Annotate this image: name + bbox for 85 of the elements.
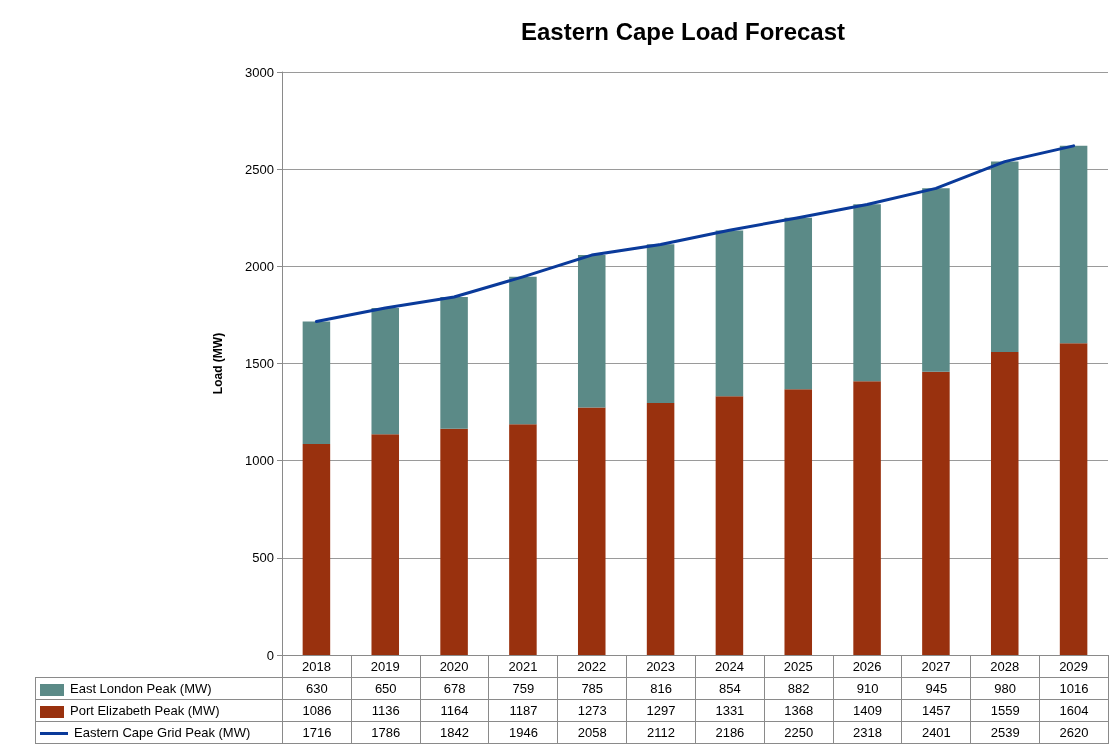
data-label: 1297 [626, 699, 696, 722]
bar [990, 352, 1019, 655]
bar [922, 188, 950, 372]
x-tick-label: 2025 [783, 659, 813, 674]
x-tick-label: 2028 [990, 659, 1020, 674]
data-label: 650 [351, 677, 421, 700]
x-tick-label: 2022 [577, 659, 607, 674]
x-tick-label: 2027 [921, 659, 951, 674]
data-label: 1187 [488, 699, 558, 722]
bar [1059, 343, 1088, 655]
data-label: 2318 [833, 721, 902, 744]
bar [784, 389, 813, 655]
bar [784, 217, 813, 390]
data-label: 2186 [695, 721, 765, 744]
data-label: 945 [901, 677, 971, 700]
data-label: 1716 [282, 721, 352, 744]
bar [715, 230, 744, 397]
bar [509, 424, 537, 655]
bar [577, 255, 606, 408]
data-label: 2058 [557, 721, 627, 744]
x-tick-label: 2023 [646, 659, 676, 674]
y-axis-title: Load (MW) [211, 332, 225, 395]
data-label: 882 [764, 677, 834, 700]
y-tick-label: 500 [252, 550, 274, 566]
data-label: 1164 [420, 699, 489, 722]
bar [646, 244, 675, 403]
data-label: 2539 [970, 721, 1040, 744]
data-label: 1457 [901, 699, 971, 722]
data-label: 1331 [695, 699, 765, 722]
line-series [314, 144, 1076, 324]
y-tick-label: 1500 [245, 356, 274, 371]
x-tick-label: 2026 [852, 659, 882, 674]
bar [646, 402, 675, 655]
bar [440, 428, 468, 655]
x-tick-label: 2019 [370, 659, 400, 674]
bar [1059, 145, 1088, 344]
data-label: 785 [557, 677, 627, 700]
data-label: 630 [282, 677, 352, 700]
data-label: 1842 [420, 721, 489, 744]
bar [922, 371, 950, 655]
x-tick-label: 2021 [508, 659, 538, 674]
data-label: 1368 [764, 699, 834, 722]
y-tick-label: 2500 [245, 161, 274, 177]
bar [577, 407, 606, 655]
data-label: 1946 [488, 721, 558, 744]
bar [509, 276, 537, 425]
bar [990, 161, 1019, 353]
data-label: 1409 [833, 699, 902, 722]
data-label: 2401 [901, 721, 971, 744]
data-label: 816 [626, 677, 696, 700]
y-tick-label: 2000 [245, 258, 274, 274]
data-label: 1273 [557, 699, 627, 722]
data-label: 759 [488, 677, 558, 700]
data-label: 678 [420, 677, 489, 700]
data-label: 1559 [970, 699, 1040, 722]
data-label: 2620 [1039, 721, 1109, 744]
y-tick-label: 0 [266, 647, 274, 663]
legend-label: Port Elizabeth Peak (MW) [35, 699, 283, 722]
bar [371, 307, 400, 435]
bar [302, 321, 331, 444]
data-label: 854 [695, 677, 765, 700]
legend-label: Eastern Cape Grid Peak (MW) [35, 721, 283, 744]
data-label: 1016 [1039, 677, 1109, 700]
data-label: 980 [970, 677, 1040, 700]
chart-title: Eastern Cape Load Forecast [520, 17, 846, 45]
bar [440, 297, 468, 429]
data-label: 1086 [282, 699, 352, 722]
data-label: 1604 [1039, 699, 1109, 722]
data-label: 1786 [351, 721, 421, 744]
x-tick-label: 2018 [301, 659, 331, 674]
bar [371, 434, 400, 655]
bar [853, 381, 881, 655]
data-label: 2112 [626, 721, 696, 744]
y-tick-label: 1000 [245, 453, 274, 469]
bar [853, 204, 881, 382]
bar [302, 443, 331, 655]
x-tick-label: 2024 [714, 659, 744, 674]
x-tick-label: 2029 [1059, 659, 1089, 674]
y-tick-label: 3000 [245, 64, 274, 80]
x-tick-label: 2020 [439, 659, 469, 674]
bar [715, 396, 744, 655]
data-label: 910 [833, 677, 902, 700]
data-label: 2250 [764, 721, 834, 744]
data-label: 1136 [351, 699, 421, 722]
legend-label: East London Peak (MW) [35, 677, 283, 700]
